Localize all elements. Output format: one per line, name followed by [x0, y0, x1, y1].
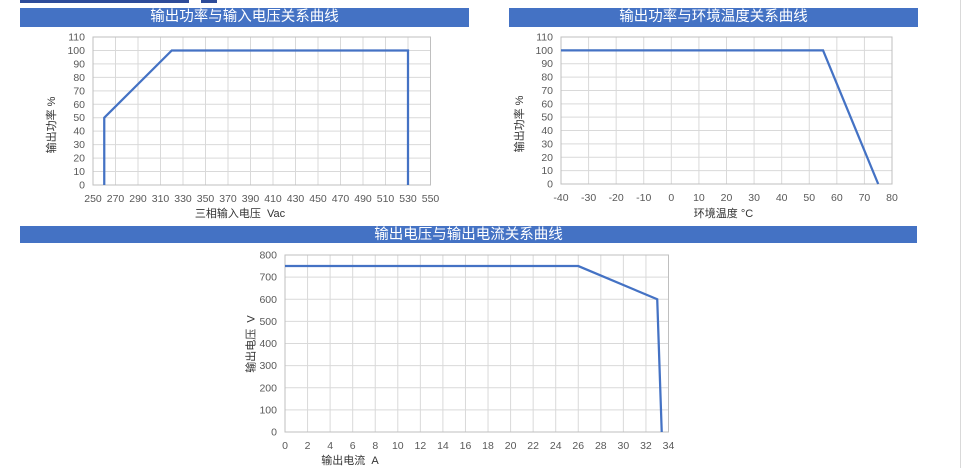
svg-text:300: 300 — [259, 360, 277, 372]
svg-text:110: 110 — [536, 32, 553, 44]
svg-text:10: 10 — [693, 192, 705, 204]
svg-text:14: 14 — [437, 440, 449, 452]
svg-text:100: 100 — [67, 45, 85, 57]
svg-text:800: 800 — [259, 250, 277, 262]
svg-text:32: 32 — [640, 440, 652, 452]
svg-text:50: 50 — [73, 112, 85, 124]
svg-text:50: 50 — [541, 112, 553, 124]
svg-text:-40: -40 — [553, 192, 568, 204]
svg-text:100: 100 — [259, 404, 277, 416]
svg-text:70: 70 — [541, 85, 553, 97]
svg-text:430: 430 — [287, 193, 305, 205]
svg-text:8: 8 — [372, 440, 378, 452]
svg-text:6: 6 — [350, 440, 356, 452]
svg-text:10: 10 — [73, 166, 85, 178]
svg-text:470: 470 — [332, 193, 350, 205]
svg-text:450: 450 — [309, 193, 327, 205]
svg-text:80: 80 — [541, 72, 553, 84]
svg-text:30: 30 — [541, 138, 553, 150]
svg-text:70: 70 — [859, 192, 871, 204]
svg-text:330: 330 — [174, 193, 192, 205]
svg-text:26: 26 — [572, 440, 584, 452]
svg-text:490: 490 — [354, 193, 372, 205]
svg-text:30: 30 — [618, 440, 630, 452]
svg-text:390: 390 — [242, 193, 260, 205]
svg-text:0: 0 — [79, 180, 85, 192]
svg-text:70: 70 — [73, 85, 85, 97]
svg-text:34: 34 — [663, 440, 675, 452]
svg-text:40: 40 — [776, 192, 788, 204]
svg-text:550: 550 — [422, 193, 440, 205]
svg-text:250: 250 — [84, 193, 102, 205]
svg-text:22: 22 — [527, 440, 539, 452]
svg-text:60: 60 — [831, 192, 843, 204]
svg-text:2: 2 — [305, 440, 311, 452]
svg-text:510: 510 — [377, 193, 395, 205]
svg-text:18: 18 — [482, 440, 494, 452]
svg-text:60: 60 — [541, 98, 553, 110]
svg-text:20: 20 — [541, 152, 553, 164]
svg-text:50: 50 — [803, 192, 815, 204]
svg-text:20: 20 — [73, 153, 85, 165]
svg-text:0: 0 — [282, 440, 288, 452]
svg-text:4: 4 — [327, 440, 333, 452]
svg-text:350: 350 — [197, 193, 215, 205]
svg-text:40: 40 — [541, 125, 553, 137]
svg-text:80: 80 — [73, 72, 85, 84]
svg-text:110: 110 — [68, 32, 85, 44]
svg-text:90: 90 — [73, 58, 85, 70]
svg-text:24: 24 — [550, 440, 562, 452]
svg-text:500: 500 — [259, 316, 277, 328]
svg-text:80: 80 — [886, 192, 898, 204]
svg-text:0: 0 — [547, 179, 553, 191]
svg-text:10: 10 — [392, 440, 404, 452]
svg-text:40: 40 — [73, 126, 85, 138]
svg-text:-10: -10 — [636, 192, 651, 204]
svg-text:12: 12 — [415, 440, 427, 452]
svg-text:600: 600 — [259, 294, 277, 306]
svg-text:-30: -30 — [581, 192, 596, 204]
svg-text:30: 30 — [73, 139, 85, 151]
svg-text:20: 20 — [505, 440, 517, 452]
svg-text:-20: -20 — [609, 192, 624, 204]
svg-text:16: 16 — [460, 440, 472, 452]
svg-text:100: 100 — [535, 45, 553, 57]
svg-text:400: 400 — [259, 338, 277, 350]
svg-text:10: 10 — [541, 165, 553, 177]
svg-text:370: 370 — [219, 193, 237, 205]
svg-text:20: 20 — [721, 192, 733, 204]
svg-text:0: 0 — [668, 192, 674, 204]
svg-text:410: 410 — [264, 193, 282, 205]
svg-text:700: 700 — [259, 272, 277, 284]
svg-text:60: 60 — [73, 99, 85, 111]
svg-text:290: 290 — [129, 193, 147, 205]
svg-text:530: 530 — [399, 193, 417, 205]
svg-text:0: 0 — [271, 427, 277, 439]
svg-text:310: 310 — [152, 193, 170, 205]
svg-text:200: 200 — [259, 382, 277, 394]
svg-text:90: 90 — [541, 58, 553, 70]
svg-text:30: 30 — [748, 192, 760, 204]
svg-text:270: 270 — [107, 193, 125, 205]
svg-text:28: 28 — [595, 440, 607, 452]
